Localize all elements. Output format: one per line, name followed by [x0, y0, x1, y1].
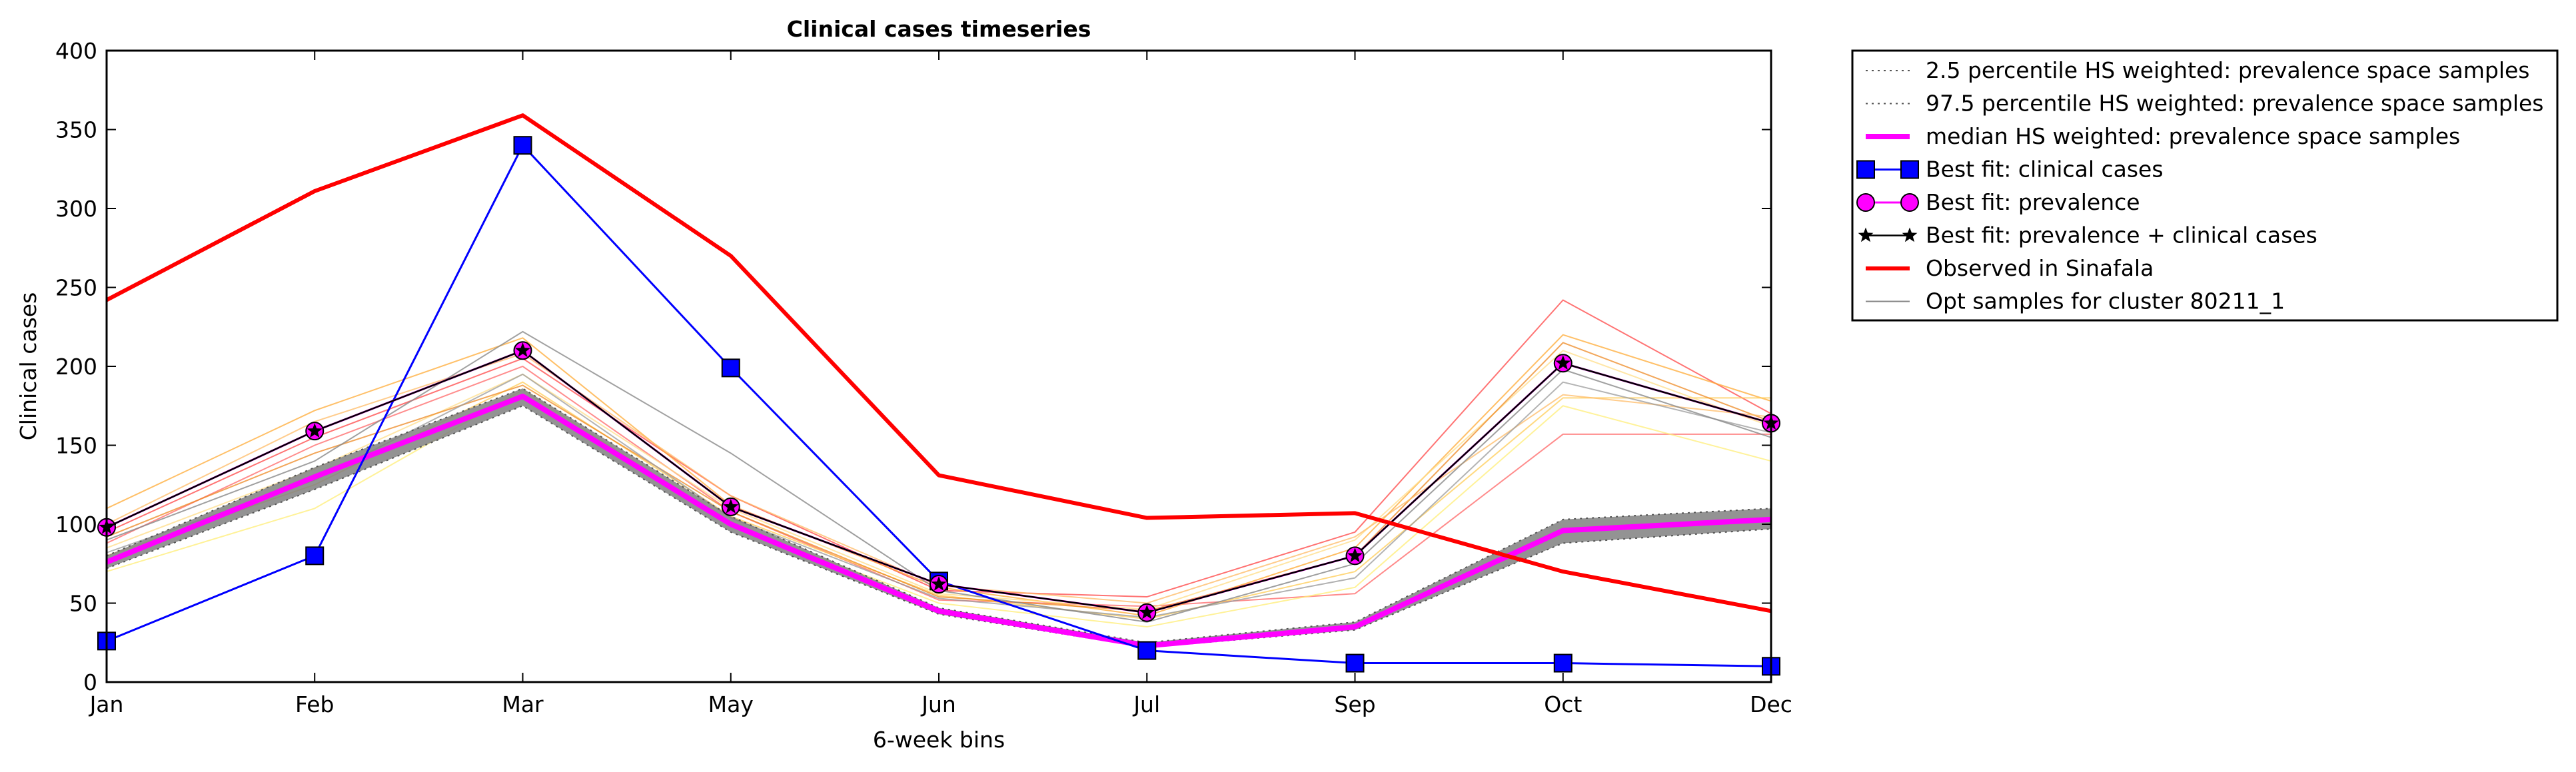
x-tick-label: Jan	[89, 691, 124, 717]
legend-marker	[1902, 227, 1918, 242]
legend-label-1: 2.5 percentile HS weighted: prevalence s…	[1926, 57, 2530, 83]
series-6-point-Oct	[1555, 355, 1571, 370]
y-tick-label: 350	[55, 117, 97, 143]
sample-line-5	[106, 389, 1772, 628]
x-axis-label: 6-week bins	[873, 727, 1005, 753]
sample-line-8	[106, 352, 1772, 604]
y-tick-label: 100	[55, 512, 97, 538]
legend: 2.5 percentile HS weighted: prevalence s…	[1851, 49, 2559, 322]
legend-label-2: 97.5 percentile HS weighted: prevalence …	[1926, 91, 2544, 117]
x-tick-label: Oct	[1544, 691, 1582, 717]
y-tick-label: 50	[69, 591, 97, 617]
series-line-2	[106, 388, 1772, 643]
legend-label-4: Best fit: clinical cases	[1926, 157, 2164, 183]
legend-marker	[1856, 193, 1875, 212]
series-4-point-Feb	[305, 546, 324, 566]
series-6-point-Jun	[931, 576, 947, 591]
series-6-point-Sep	[1347, 548, 1363, 563]
x-tick-label: Mar	[502, 691, 544, 717]
y-tick-label: 150	[55, 433, 97, 459]
axis-ticks: Jan Feb Mar May Jun Jul Sep Oct Dec 0 50 100 150 200 2…	[55, 38, 1792, 717]
series-6-point-May	[723, 498, 739, 514]
series-4-point-Jul	[1137, 641, 1157, 660]
x-tick-label: May	[708, 691, 754, 717]
legend-marker	[1900, 193, 1919, 212]
x-tick-label: Jul	[1132, 691, 1160, 717]
series-line-7	[105, 113, 1772, 613]
legend-marker	[1858, 227, 1874, 242]
y-tick-label: 0	[83, 669, 97, 695]
y-tick-label: 250	[55, 275, 97, 301]
series-6-point-Mar	[515, 342, 530, 357]
sample-line-6	[106, 350, 1772, 610]
y-axis-label: Clinical cases	[15, 292, 41, 441]
x-tick-label: Feb	[295, 691, 334, 717]
series-6-point-Jul	[1139, 604, 1155, 619]
series-4-point-Oct	[1553, 653, 1573, 673]
legend-marker	[1856, 160, 1875, 179]
legend-label-8: Opt samples for cluster 80211_1	[1926, 288, 2285, 314]
legend-marker	[1900, 160, 1919, 179]
series-4-point-May	[721, 358, 740, 378]
series-6-point-Feb	[307, 423, 322, 438]
legend-box	[1851, 49, 2559, 322]
x-tick-label: Dec	[1750, 691, 1792, 717]
series-markers	[97, 136, 1780, 676]
x-tick-label: Sep	[1334, 691, 1375, 717]
series-line-3	[105, 394, 1772, 649]
y-tick-label: 200	[55, 354, 97, 380]
legend-label-7: Observed in Sinafala	[1926, 255, 2154, 281]
series-4-point-Sep	[1345, 653, 1365, 673]
series-4-point-Mar	[513, 136, 532, 155]
legend-label-3: median HS weighted: prevalence space sam…	[1926, 123, 2460, 149]
legend-label-5: Best fit: prevalence	[1926, 189, 2140, 215]
chart-title: Clinical cases timeseries	[787, 16, 1091, 42]
x-tick-label: Jun	[920, 691, 956, 717]
legend-label-6: Best fit: prevalence + clinical cases	[1926, 222, 2317, 248]
sample-line-7	[106, 342, 1772, 612]
y-tick-label: 300	[55, 196, 97, 222]
y-tick-label: 400	[55, 38, 97, 64]
